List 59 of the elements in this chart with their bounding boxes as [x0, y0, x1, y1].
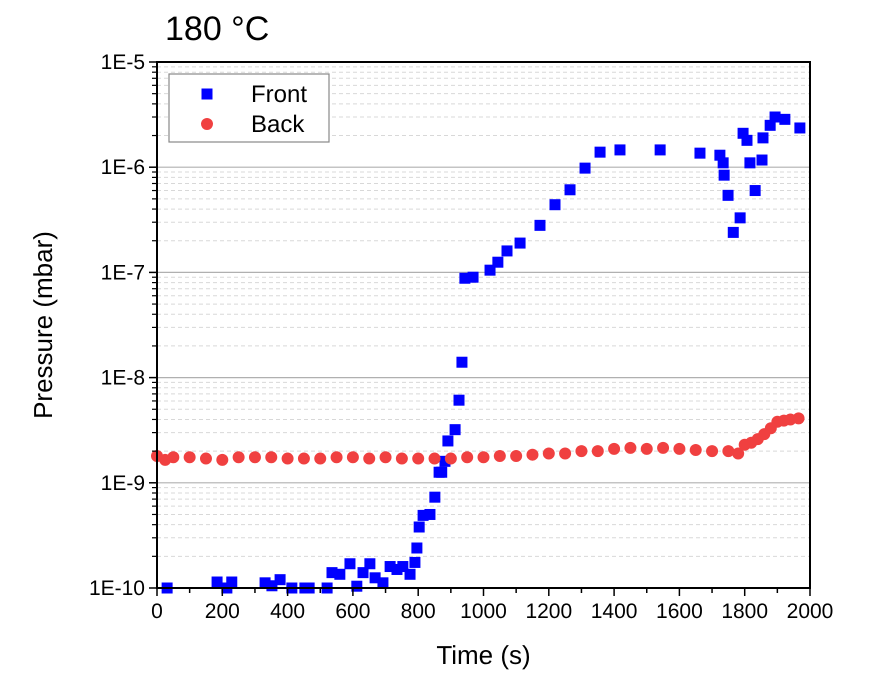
point — [478, 451, 490, 464]
x-tick-label: 200 — [204, 600, 240, 623]
point — [526, 448, 538, 461]
x-tick-label: 600 — [335, 600, 370, 623]
y-tick-label: 1E-7 — [100, 261, 145, 284]
x-tick-label: 0 — [151, 600, 163, 623]
x-tick-label: 1600 — [656, 600, 703, 623]
point — [542, 447, 555, 460]
point — [575, 445, 588, 458]
point — [167, 451, 180, 464]
x-tick-label: 1800 — [721, 600, 768, 623]
point — [690, 444, 702, 456]
point — [608, 442, 620, 455]
point — [673, 442, 686, 455]
point — [510, 450, 522, 462]
y-tick-label: 1E-10 — [88, 577, 145, 600]
x-tick-label: 2000 — [786, 600, 834, 623]
point — [216, 454, 228, 466]
y-tick-label: 1E-9 — [100, 472, 145, 495]
x-tick-label: 1200 — [525, 600, 572, 623]
point — [428, 452, 441, 465]
point — [792, 412, 805, 424]
point — [640, 442, 653, 455]
point — [330, 451, 343, 464]
point — [624, 442, 636, 454]
point — [282, 452, 294, 465]
point — [592, 445, 604, 458]
point — [314, 452, 326, 465]
point — [412, 452, 424, 465]
point — [461, 451, 474, 464]
x-tick-label: 800 — [400, 600, 436, 623]
point — [232, 451, 245, 464]
point — [706, 445, 718, 458]
point — [346, 451, 359, 464]
y-tick-label: 1E-5 — [100, 51, 145, 74]
y-tick-label: 1E-6 — [100, 156, 145, 180]
point — [396, 452, 408, 465]
point — [265, 451, 278, 464]
chart-title: 180 °C — [165, 10, 270, 48]
point — [732, 447, 744, 460]
x-tick-label: 1400 — [590, 600, 638, 623]
point — [494, 450, 506, 462]
y-tick-label: 1E-8 — [100, 366, 145, 390]
point — [559, 447, 572, 460]
legend-label: Front — [251, 81, 308, 108]
point — [722, 445, 734, 458]
point — [298, 452, 310, 465]
point — [380, 451, 392, 464]
point — [657, 442, 670, 454]
x-tick-label: 400 — [270, 600, 306, 623]
point — [200, 452, 212, 465]
y-axis-title: Pressure (mbar) — [28, 231, 58, 419]
point — [248, 451, 261, 464]
legend-label: Back — [251, 111, 306, 138]
point — [363, 452, 376, 465]
point — [444, 452, 457, 465]
x-tick-label: 1000 — [460, 600, 507, 623]
x-axis-title: Time (s) — [436, 640, 531, 670]
point — [184, 451, 196, 464]
